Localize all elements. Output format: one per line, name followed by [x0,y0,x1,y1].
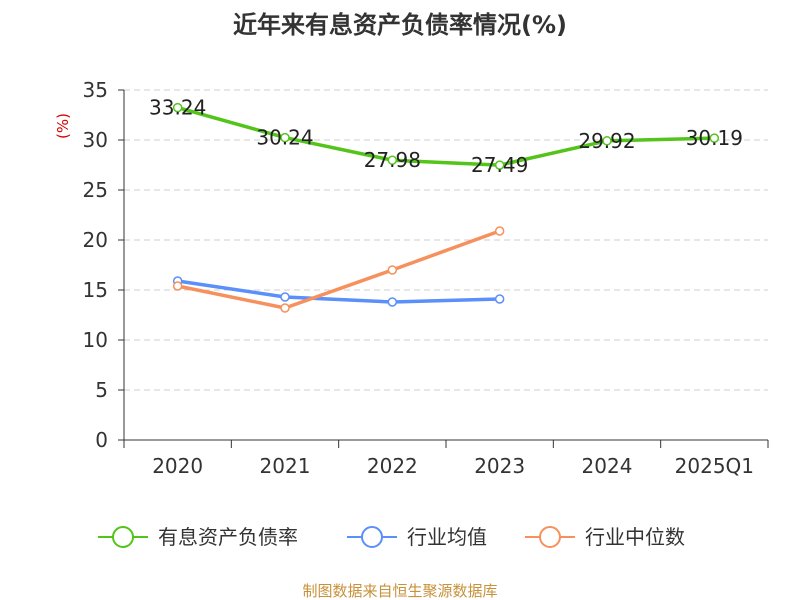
legend-marker [539,526,561,548]
x-tick-labels: 2020 2021 2022 2023 2024 2025Q1 [152,454,754,478]
data-labels: 33.24 30.24 27.98 27.49 29.92 30.19 [149,96,743,178]
series-line [175,105,717,167]
data-point [172,281,183,291]
legend-item: 行业中位数 [525,525,685,549]
data-point [280,292,290,302]
y-tick-label: 5 [95,378,108,402]
data-label: 30.24 [256,126,313,150]
series-1 [172,276,505,307]
legend-item: 行业均值 [347,525,487,549]
y-tick-label: 15 [83,278,108,302]
x-tick-label: 2024 [582,454,633,478]
x-tick-label: 2022 [367,454,418,478]
data-point [280,132,290,143]
y-tick-label: 35 [83,78,108,102]
source-note: 制图数据来自恒生聚源数据库 [302,582,497,600]
data-label: 33.24 [149,96,206,120]
chart-title: 近年来有息资产负债率情况(%) [233,11,567,39]
series-0 [172,102,720,170]
legend-label: 有息资产负债率 [158,525,298,549]
y-tick-label: 25 [83,178,108,202]
data-label: 27.49 [471,153,528,177]
legend-marker [112,526,134,548]
data-point [280,303,290,313]
data-point [387,297,398,307]
y-tick-label: 10 [83,328,108,352]
y-tick-label: 0 [95,428,108,452]
data-label: 29.92 [578,129,635,153]
data-point [387,265,398,275]
y-tick-label: 30 [83,128,108,152]
legend-label: 行业均值 [407,525,487,549]
x-tick-label: 2023 [474,454,525,478]
legend-label: 行业中位数 [585,525,685,549]
data-point [709,133,720,143]
x-tick-label: 2021 [260,454,311,478]
x-tick-label: 2020 [152,454,203,478]
y-axis-label: (%) [54,113,72,139]
data-point [602,136,612,146]
legend-item: 有息资产负债率 [98,525,298,549]
grid-lines [124,89,768,391]
data-label: 27.98 [364,148,421,172]
legend-marker [361,526,383,548]
data-label: 30.19 [686,126,743,150]
axes [118,89,769,448]
series-2 [172,226,505,313]
data-point [172,102,183,113]
series-line [175,229,502,310]
legend: 有息资产负债率 行业均值 行业中位数 [98,525,685,549]
data-point [494,226,505,236]
y-tick-labels: 0 5 10 15 20 25 30 35 [83,78,108,452]
x-tick-label: 2025Q1 [675,454,754,478]
y-tick-label: 20 [83,228,108,252]
data-point [387,155,398,165]
series-line [175,279,502,304]
series-layer [172,102,720,313]
data-point [494,294,505,304]
data-point [494,160,505,170]
